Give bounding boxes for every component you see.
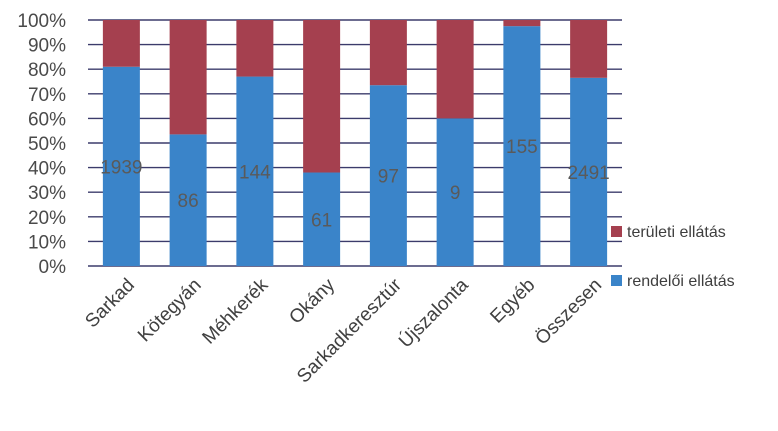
bar-teruleti bbox=[570, 20, 608, 78]
bar-teruleti bbox=[436, 20, 474, 119]
x-category-label: Újszalonta bbox=[394, 274, 473, 353]
y-tick-label: 0% bbox=[39, 257, 67, 278]
y-tick-label: 70% bbox=[28, 85, 66, 106]
x-category-label: Kötegyán bbox=[134, 275, 206, 347]
bar-rendeloi bbox=[303, 172, 341, 266]
y-axis: 0% 10% 20% 30% 40% 50% 60% 70% 80% 90% 100% bbox=[17, 11, 66, 278]
y-tick-label: 50% bbox=[28, 134, 66, 155]
y-tick-label: 100% bbox=[17, 11, 66, 32]
data-label: 61 bbox=[311, 210, 332, 231]
data-label: 2491 bbox=[567, 163, 609, 184]
y-tick-label: 60% bbox=[28, 109, 66, 130]
bar-teruleti bbox=[503, 20, 541, 27]
bar-rendeloi bbox=[369, 85, 407, 266]
data-label: 144 bbox=[239, 162, 271, 183]
bars bbox=[102, 20, 608, 267]
gridlines bbox=[88, 19, 622, 267]
bar-rendeloi bbox=[169, 134, 207, 266]
x-category-label: Egyéb bbox=[486, 275, 539, 328]
y-tick-label: 10% bbox=[28, 232, 66, 253]
legend-label: rendelői ellátás bbox=[627, 273, 735, 290]
bar-teruleti bbox=[369, 20, 407, 86]
bar-teruleti bbox=[303, 20, 341, 173]
bar-rendeloi bbox=[102, 66, 140, 267]
x-category-label: Sarkad bbox=[81, 275, 138, 332]
y-tick-label: 30% bbox=[28, 183, 66, 204]
bar-teruleti bbox=[169, 20, 207, 135]
data-label: 1939 bbox=[100, 157, 142, 178]
bar-teruleti bbox=[236, 20, 274, 77]
bar-rendeloi bbox=[503, 26, 541, 267]
legend-swatch bbox=[611, 275, 622, 286]
bar-rendeloi bbox=[436, 118, 474, 267]
data-labels: 1939 86 144 61 97 9 155 2491 bbox=[100, 137, 610, 231]
bar-rendeloi bbox=[570, 77, 608, 266]
y-tick-label: 40% bbox=[28, 159, 66, 180]
legend: területi ellátás rendelői ellátás bbox=[611, 224, 735, 290]
x-category-label: Okány bbox=[285, 274, 339, 328]
y-tick-label: 90% bbox=[28, 36, 66, 57]
y-tick-label: 20% bbox=[28, 208, 66, 229]
x-category-label: Összesen bbox=[532, 275, 607, 350]
data-label: 155 bbox=[506, 137, 538, 158]
legend-label: területi ellátás bbox=[627, 224, 726, 241]
y-tick-label: 80% bbox=[28, 60, 66, 81]
bar-teruleti bbox=[102, 20, 140, 67]
data-label: 97 bbox=[378, 167, 399, 188]
x-category-label: Méhkerék bbox=[199, 274, 273, 348]
bar-rendeloi bbox=[236, 76, 274, 266]
data-label: 86 bbox=[178, 191, 199, 212]
data-label: 9 bbox=[450, 183, 461, 204]
legend-swatch bbox=[611, 226, 622, 237]
